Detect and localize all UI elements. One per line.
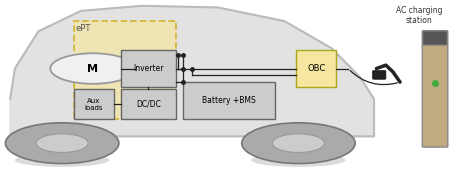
Text: DC/DC: DC/DC: [136, 100, 161, 109]
Text: ePT: ePT: [75, 24, 91, 34]
Circle shape: [273, 134, 324, 153]
Circle shape: [242, 123, 355, 163]
Circle shape: [50, 53, 136, 84]
FancyBboxPatch shape: [422, 31, 448, 147]
FancyBboxPatch shape: [373, 71, 386, 79]
FancyBboxPatch shape: [74, 89, 114, 119]
FancyBboxPatch shape: [423, 31, 447, 45]
FancyBboxPatch shape: [74, 21, 175, 119]
Ellipse shape: [15, 153, 109, 167]
Circle shape: [36, 134, 88, 153]
FancyBboxPatch shape: [296, 50, 336, 87]
Text: Battery +BMS: Battery +BMS: [202, 96, 255, 105]
FancyBboxPatch shape: [121, 89, 175, 119]
Text: Aux
loads: Aux loads: [85, 98, 103, 111]
Circle shape: [5, 123, 119, 163]
Text: OBC: OBC: [307, 64, 325, 73]
Text: M: M: [87, 64, 98, 74]
Ellipse shape: [251, 153, 346, 167]
Text: AC charging
station: AC charging station: [396, 6, 442, 25]
Polygon shape: [10, 6, 374, 136]
FancyBboxPatch shape: [121, 50, 175, 87]
Text: Inverter: Inverter: [133, 64, 164, 73]
FancyBboxPatch shape: [182, 82, 275, 119]
